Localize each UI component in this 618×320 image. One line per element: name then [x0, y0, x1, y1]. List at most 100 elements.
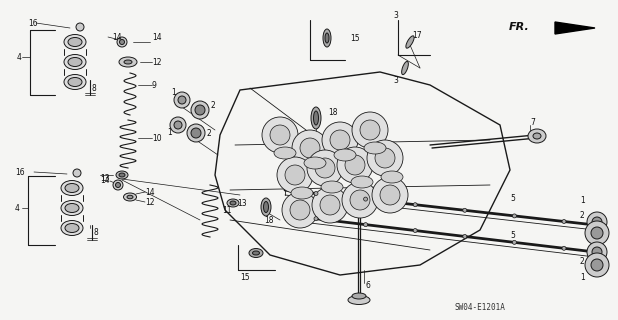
Ellipse shape	[323, 29, 331, 47]
Text: 18: 18	[328, 108, 337, 116]
Ellipse shape	[249, 249, 263, 258]
Circle shape	[178, 96, 186, 104]
Circle shape	[174, 92, 190, 108]
Ellipse shape	[227, 199, 239, 207]
Text: 2: 2	[580, 258, 585, 267]
Circle shape	[375, 148, 395, 168]
Circle shape	[592, 247, 602, 257]
Ellipse shape	[64, 54, 86, 69]
Circle shape	[352, 112, 388, 148]
Circle shape	[290, 200, 310, 220]
Ellipse shape	[116, 171, 128, 179]
Text: 2: 2	[580, 211, 585, 220]
Ellipse shape	[291, 187, 313, 199]
Ellipse shape	[68, 37, 82, 46]
Text: SW04-E1201A: SW04-E1201A	[455, 303, 506, 313]
Circle shape	[195, 105, 205, 115]
Circle shape	[463, 235, 467, 238]
Circle shape	[463, 208, 467, 212]
Circle shape	[307, 150, 343, 186]
Circle shape	[363, 223, 368, 227]
Circle shape	[285, 165, 305, 185]
Ellipse shape	[65, 223, 79, 233]
Circle shape	[587, 212, 607, 232]
Text: 8: 8	[92, 84, 97, 92]
Circle shape	[587, 242, 607, 262]
Circle shape	[116, 182, 121, 188]
Circle shape	[330, 130, 350, 150]
Circle shape	[315, 158, 335, 178]
Circle shape	[174, 121, 182, 129]
Text: 4: 4	[17, 52, 22, 61]
Text: 14: 14	[100, 175, 109, 185]
Circle shape	[73, 169, 81, 177]
Circle shape	[350, 190, 370, 210]
Ellipse shape	[64, 35, 86, 50]
Circle shape	[117, 37, 127, 47]
Circle shape	[342, 182, 378, 218]
Circle shape	[413, 203, 417, 207]
Circle shape	[562, 246, 566, 250]
Circle shape	[191, 128, 201, 138]
Ellipse shape	[65, 183, 79, 193]
Circle shape	[292, 130, 328, 166]
Circle shape	[372, 177, 408, 213]
Polygon shape	[555, 22, 595, 34]
Circle shape	[512, 214, 517, 218]
Circle shape	[512, 240, 517, 244]
Ellipse shape	[364, 142, 386, 154]
Ellipse shape	[61, 220, 83, 236]
Ellipse shape	[533, 133, 541, 139]
Ellipse shape	[61, 201, 83, 215]
Circle shape	[413, 228, 417, 233]
Circle shape	[337, 147, 373, 183]
Ellipse shape	[381, 171, 403, 183]
Circle shape	[300, 138, 320, 158]
Ellipse shape	[127, 195, 133, 199]
Ellipse shape	[311, 107, 321, 129]
Ellipse shape	[313, 111, 318, 125]
Text: 7: 7	[530, 117, 535, 126]
Circle shape	[360, 120, 380, 140]
Ellipse shape	[65, 204, 79, 212]
Ellipse shape	[68, 77, 82, 86]
Ellipse shape	[402, 61, 408, 75]
Circle shape	[363, 197, 368, 201]
Circle shape	[562, 220, 566, 223]
Circle shape	[592, 217, 602, 227]
Text: 15: 15	[240, 274, 250, 283]
Circle shape	[191, 101, 209, 119]
Ellipse shape	[352, 293, 366, 299]
Text: 5: 5	[510, 230, 515, 239]
Text: 18: 18	[264, 215, 274, 225]
Text: 9: 9	[152, 81, 157, 90]
Circle shape	[345, 155, 365, 175]
Text: 1: 1	[580, 273, 585, 282]
Ellipse shape	[124, 193, 137, 201]
Ellipse shape	[274, 147, 296, 159]
Ellipse shape	[334, 149, 356, 161]
Text: 1: 1	[580, 196, 585, 204]
Circle shape	[585, 253, 609, 277]
Text: 14: 14	[145, 188, 154, 196]
Text: 6: 6	[366, 281, 371, 290]
Text: 2: 2	[211, 100, 216, 109]
Ellipse shape	[119, 173, 125, 177]
Text: FR.: FR.	[509, 22, 530, 32]
Circle shape	[314, 217, 318, 221]
Text: 1: 1	[167, 127, 172, 137]
Circle shape	[262, 117, 298, 153]
Circle shape	[367, 140, 403, 176]
Text: 3: 3	[393, 76, 398, 84]
Ellipse shape	[61, 180, 83, 196]
Circle shape	[119, 39, 124, 44]
Ellipse shape	[230, 201, 236, 205]
Ellipse shape	[119, 57, 137, 67]
Circle shape	[322, 122, 358, 158]
Circle shape	[270, 125, 290, 145]
Text: 12: 12	[152, 58, 161, 67]
Text: 3: 3	[393, 11, 398, 20]
Text: 17: 17	[412, 30, 421, 39]
Text: 11: 11	[222, 205, 232, 214]
Circle shape	[312, 187, 348, 223]
